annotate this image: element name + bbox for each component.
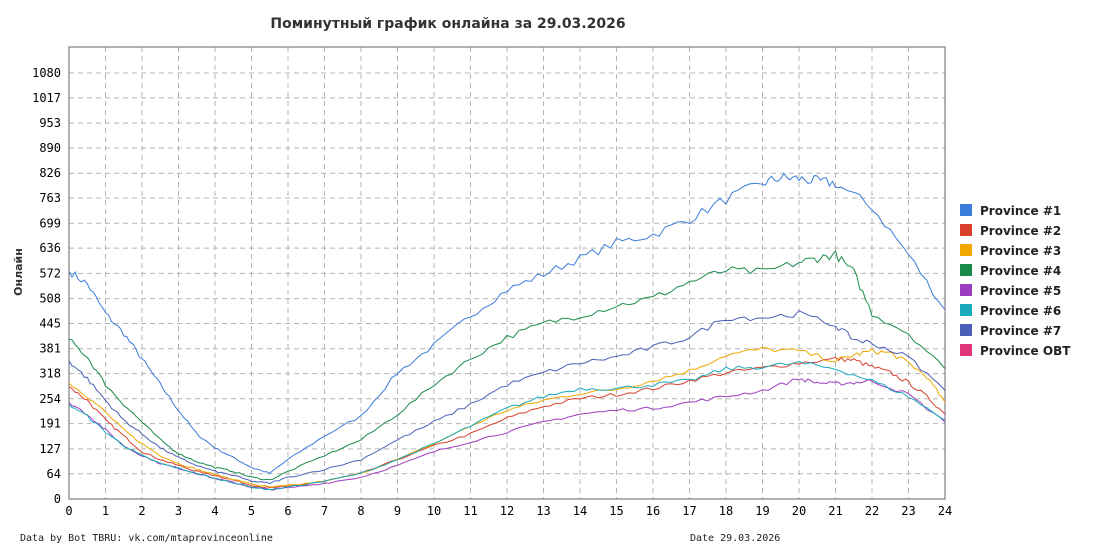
y-tick-label: 1017 [32,91,61,105]
x-tick-label: 18 [719,504,733,518]
legend-label: Province OBT [980,344,1071,358]
series-layer [68,172,946,491]
x-tick-label: 22 [865,504,879,518]
x-tick-label: 16 [646,504,660,518]
x-tick-label: 6 [284,504,291,518]
y-tick-label: 318 [39,367,61,381]
y-axis-label: Онлайн [12,248,25,296]
x-tick-label: 5 [248,504,255,518]
y-tick-label: 508 [39,292,61,306]
x-tick-label: 12 [500,504,514,518]
series-line-1 [68,172,946,475]
x-tick-label: 20 [792,504,806,518]
x-tick-label: 8 [357,504,364,518]
legend-swatch [960,324,972,336]
legend-swatch [960,244,972,256]
y-axis: 0 64 127 191 254 318 381 445 508 572 636 699 763 826 8… [32,66,61,506]
y-tick-label: 445 [39,316,61,330]
legend-swatch [960,224,972,236]
series-line-4 [68,249,946,481]
chart-title: Поминутный график онлайна за 29.03.2026 [270,16,625,32]
x-tick-label: 2 [138,504,145,518]
y-tick-label: 127 [39,442,61,456]
footer-date: Date 29.03.2026 [690,533,780,544]
x-tick-label: 15 [609,504,623,518]
x-tick-label: 24 [938,504,952,518]
y-tick-label: 953 [39,116,61,130]
series-line-7 [68,309,946,485]
x-tick-label: 7 [321,504,328,518]
y-tick-label: 699 [39,216,61,230]
x-tick-label: 1 [102,504,109,518]
y-tick-label: 826 [39,166,61,180]
footer-source: Data by Bot TBRU: vk.com/mtaprovinceonli… [20,533,273,544]
y-tick-label: 636 [39,241,61,255]
legend-swatch [960,304,972,316]
legend-label: Province #3 [980,244,1061,258]
x-tick-label: 23 [901,504,915,518]
x-tick-label: 10 [427,504,441,518]
x-tick-label: 17 [682,504,696,518]
series-line-6 [68,360,946,491]
y-tick-label: 890 [39,141,61,155]
legend-label: Province #2 [980,224,1061,238]
legend-label: Province #6 [980,304,1061,318]
x-tick-label: 9 [394,504,401,518]
x-tick-label: 21 [828,504,842,518]
legend-label: Province #1 [980,204,1061,218]
x-tick-label: 19 [755,504,769,518]
y-tick-label: 254 [39,392,61,406]
x-tick-label: 4 [211,504,218,518]
x-tick-label: 3 [175,504,182,518]
x-axis: 0 1 2 3 4 5 6 7 8 9 10 11 12 13 14 15 16 17 18 19 20 21 22 23 24 [65,504,952,518]
x-tick-label: 14 [573,504,587,518]
legend-label: Province #4 [980,264,1061,278]
plot-frame [68,46,946,500]
x-tick-label: 13 [536,504,550,518]
legend-label: Province #7 [980,324,1061,338]
legend-swatch [960,204,972,216]
legend-swatch [960,264,972,276]
x-tick-label: 11 [463,504,477,518]
y-tick-label: 763 [39,191,61,205]
y-tick-label: 572 [39,266,61,280]
y-tick-label: 381 [39,342,61,356]
x-tick-label: 0 [65,504,72,518]
y-tick-label: 1080 [32,66,61,80]
legend-label: Province #5 [980,284,1061,298]
y-tick-label: 64 [47,467,61,481]
legend-swatch [960,344,972,356]
y-tick-label: 0 [54,492,61,506]
legend: Province #1 Province #2 Province #3 Provinc… [960,204,1071,358]
series-line-2 [68,356,946,489]
legend-swatch [960,284,972,296]
y-tick-label: 191 [39,417,61,431]
grid [69,47,945,499]
